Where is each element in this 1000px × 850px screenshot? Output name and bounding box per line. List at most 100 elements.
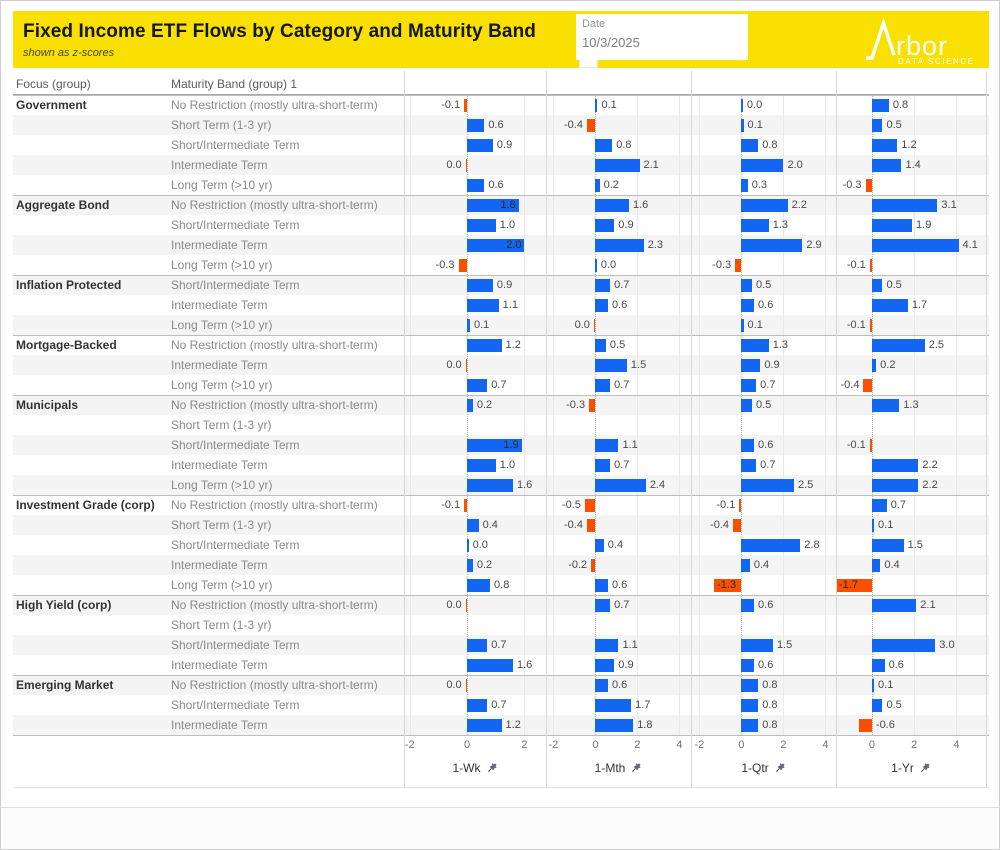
bar[interactable] [836, 578, 872, 592]
bar[interactable] [593, 318, 596, 332]
bar[interactable] [741, 398, 752, 412]
bar[interactable] [584, 498, 596, 512]
bar[interactable] [467, 218, 496, 232]
bar[interactable] [467, 458, 496, 472]
bar[interactable] [871, 158, 902, 172]
bar[interactable] [467, 578, 491, 592]
bar[interactable] [741, 338, 769, 352]
bar[interactable] [871, 678, 875, 692]
bar[interactable] [871, 458, 919, 472]
bar[interactable] [869, 438, 872, 452]
bar[interactable] [595, 178, 600, 192]
bar[interactable] [595, 718, 634, 732]
bar[interactable] [741, 278, 752, 292]
bar[interactable] [595, 138, 613, 152]
bar[interactable] [865, 178, 872, 192]
bar[interactable] [741, 438, 755, 452]
bar[interactable] [741, 138, 759, 152]
bar[interactable] [467, 398, 473, 412]
bar[interactable] [871, 358, 877, 372]
bar[interactable] [589, 398, 596, 412]
bar[interactable] [871, 338, 925, 352]
bar[interactable] [467, 338, 502, 352]
bar[interactable] [871, 518, 875, 532]
bar[interactable] [467, 318, 470, 332]
bar[interactable] [595, 578, 608, 592]
bar[interactable] [871, 98, 889, 112]
bar[interactable] [741, 698, 759, 712]
bar[interactable] [741, 718, 759, 732]
bar[interactable] [871, 278, 883, 292]
bar[interactable] [595, 378, 611, 392]
date-dropdown-stub[interactable] [579, 60, 598, 68]
bar[interactable] [595, 678, 608, 692]
bar[interactable] [467, 198, 519, 212]
bar[interactable] [741, 378, 757, 392]
sort-pin-icon[interactable] [486, 762, 498, 774]
bar[interactable] [467, 518, 479, 532]
bar[interactable] [871, 298, 908, 312]
bar[interactable] [467, 558, 473, 572]
bar[interactable] [741, 458, 757, 472]
bar[interactable] [467, 298, 499, 312]
bar[interactable] [869, 258, 872, 272]
bar[interactable] [871, 198, 938, 212]
bar[interactable] [733, 518, 742, 532]
bar[interactable] [467, 378, 488, 392]
bar[interactable] [467, 638, 488, 652]
bar[interactable] [741, 558, 750, 572]
bar[interactable] [871, 138, 898, 152]
bar[interactable] [467, 658, 513, 672]
bar[interactable] [595, 458, 611, 472]
bar[interactable] [741, 478, 794, 492]
bar[interactable] [467, 278, 493, 292]
bar[interactable] [859, 718, 872, 732]
bar[interactable] [741, 158, 784, 172]
bar[interactable] [871, 498, 887, 512]
bar[interactable] [741, 238, 803, 252]
bar[interactable] [871, 558, 881, 572]
bar[interactable] [741, 318, 744, 332]
bar[interactable] [741, 678, 759, 692]
bar[interactable] [591, 558, 596, 572]
sort-pin-icon[interactable] [774, 762, 786, 774]
bar[interactable] [863, 378, 872, 392]
bar[interactable] [595, 158, 640, 172]
bar[interactable] [467, 138, 493, 152]
bar[interactable] [714, 578, 742, 592]
bar[interactable] [595, 338, 606, 352]
bar[interactable] [871, 478, 919, 492]
bar[interactable] [741, 198, 788, 212]
bar[interactable] [595, 238, 644, 252]
bar[interactable] [467, 718, 502, 732]
bar[interactable] [467, 118, 485, 132]
bar[interactable] [467, 178, 485, 192]
bar[interactable] [595, 218, 615, 232]
bar[interactable] [467, 538, 469, 552]
bar[interactable] [464, 98, 468, 112]
bar[interactable] [735, 258, 742, 272]
bar[interactable] [595, 638, 619, 652]
bar[interactable] [741, 118, 744, 132]
date-filter[interactable]: Date 10/3/2025 [576, 14, 748, 60]
bar[interactable] [871, 538, 904, 552]
bar[interactable] [871, 698, 883, 712]
bar[interactable] [595, 198, 629, 212]
bar[interactable] [467, 238, 525, 252]
bar[interactable] [465, 358, 468, 372]
bar[interactable] [595, 598, 611, 612]
bar[interactable] [741, 298, 755, 312]
bar[interactable] [465, 598, 468, 612]
bar[interactable] [741, 358, 761, 372]
bar[interactable] [595, 698, 632, 712]
bar[interactable] [871, 658, 885, 672]
bar[interactable] [467, 438, 522, 452]
bar[interactable] [871, 238, 959, 252]
bar[interactable] [595, 258, 597, 272]
bar[interactable] [595, 298, 608, 312]
bar[interactable] [595, 538, 604, 552]
bar[interactable] [465, 158, 468, 172]
bar[interactable] [871, 218, 913, 232]
date-filter-value[interactable]: 10/3/2025 [582, 35, 640, 50]
bar[interactable] [741, 638, 773, 652]
